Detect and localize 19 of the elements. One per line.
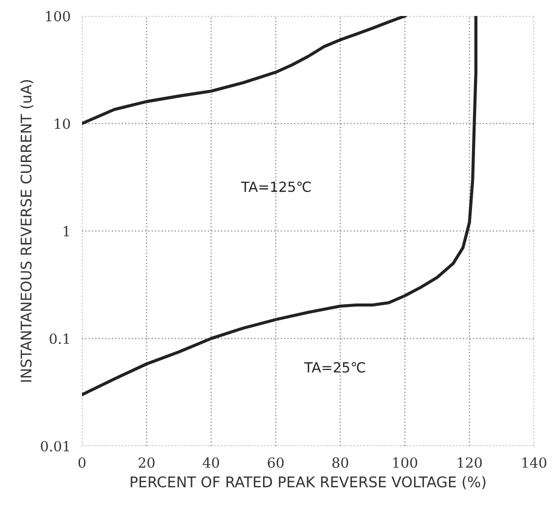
y-tick-label: 10 (54, 118, 70, 129)
y-tick-label: 0.01 (40, 440, 69, 452)
y-tick-label: 100 (46, 10, 70, 22)
y-axis-title: INSTANTANEOUS REVERSE CURRENT (uA) (20, 80, 34, 382)
annotation: TA=25℃ (304, 362, 366, 373)
line-series (82, 16, 478, 396)
x-axis-title: PERCENT OF RATED PEAK REVERSE VOLTAGE (%) (130, 476, 486, 490)
x-tick-label: 100 (393, 457, 418, 468)
y-tick-label: 0.1 (50, 333, 69, 344)
y-tick-label: 1 (64, 226, 69, 236)
x-tick-label: 140 (522, 457, 546, 468)
annotation: TA=125℃ (240, 182, 311, 192)
x-tick-label: 40 (202, 457, 220, 468)
x-tick-label: 120 (458, 457, 482, 468)
x-tick-label: 80 (332, 457, 348, 468)
x-tick-label: 20 (138, 457, 154, 468)
x-tick-label: 60 (268, 457, 284, 468)
line-series (82, 16, 406, 126)
x-tick-label: 0 (78, 457, 86, 468)
